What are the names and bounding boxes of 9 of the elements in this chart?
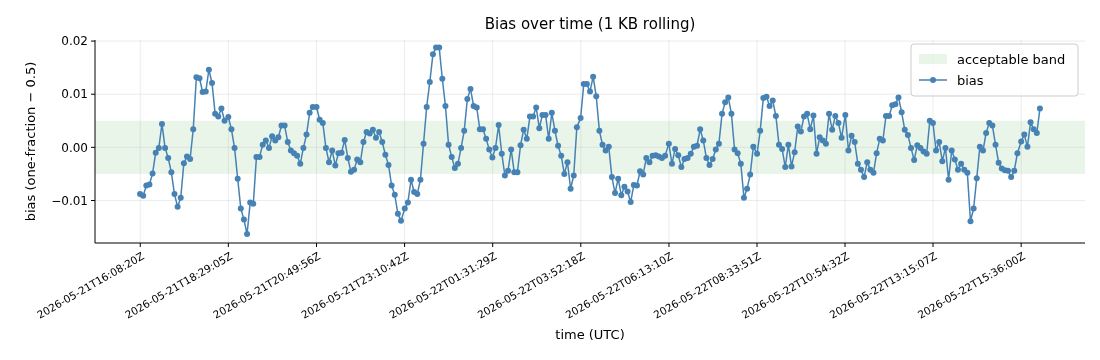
legend-label: acceptable band	[957, 51, 1066, 67]
y-tick-label: −0.01	[51, 193, 88, 208]
y-tick-label: 0.00	[61, 140, 88, 155]
legend-label: bias	[957, 72, 984, 88]
x-axis-title: time (UTC)	[555, 327, 625, 342]
chart-title: Bias over time (1 KB rolling)	[484, 15, 696, 33]
y-tick-label: 0.01	[61, 87, 88, 102]
y-tick-label: 0.02	[61, 34, 88, 49]
y-axis-title: bias (one-fraction − 0.5)	[23, 61, 38, 222]
